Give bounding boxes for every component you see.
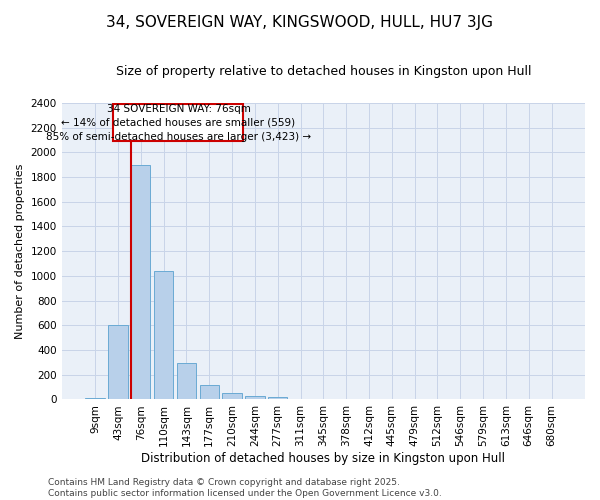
Bar	[154, 271, 173, 400]
Title: Size of property relative to detached houses in Kingston upon Hull: Size of property relative to detached ho…	[116, 65, 531, 78]
Bar	[268, 397, 287, 400]
Bar	[223, 394, 242, 400]
Bar	[200, 385, 219, 400]
X-axis label: Distribution of detached houses by size in Kingston upon Hull: Distribution of detached houses by size …	[142, 452, 505, 465]
Bar	[177, 363, 196, 400]
Bar	[245, 396, 265, 400]
Text: Contains HM Land Registry data © Crown copyright and database right 2025.
Contai: Contains HM Land Registry data © Crown c…	[48, 478, 442, 498]
Y-axis label: Number of detached properties: Number of detached properties	[15, 164, 25, 339]
Text: 34, SOVEREIGN WAY, KINGSWOOD, HULL, HU7 3JG: 34, SOVEREIGN WAY, KINGSWOOD, HULL, HU7 …	[107, 15, 493, 30]
Text: 34 SOVEREIGN WAY: 76sqm
← 14% of detached houses are smaller (559)
85% of semi-d: 34 SOVEREIGN WAY: 76sqm ← 14% of detache…	[46, 104, 311, 142]
Bar	[108, 326, 128, 400]
Bar	[85, 398, 105, 400]
Bar	[131, 164, 151, 400]
FancyBboxPatch shape	[113, 104, 244, 141]
